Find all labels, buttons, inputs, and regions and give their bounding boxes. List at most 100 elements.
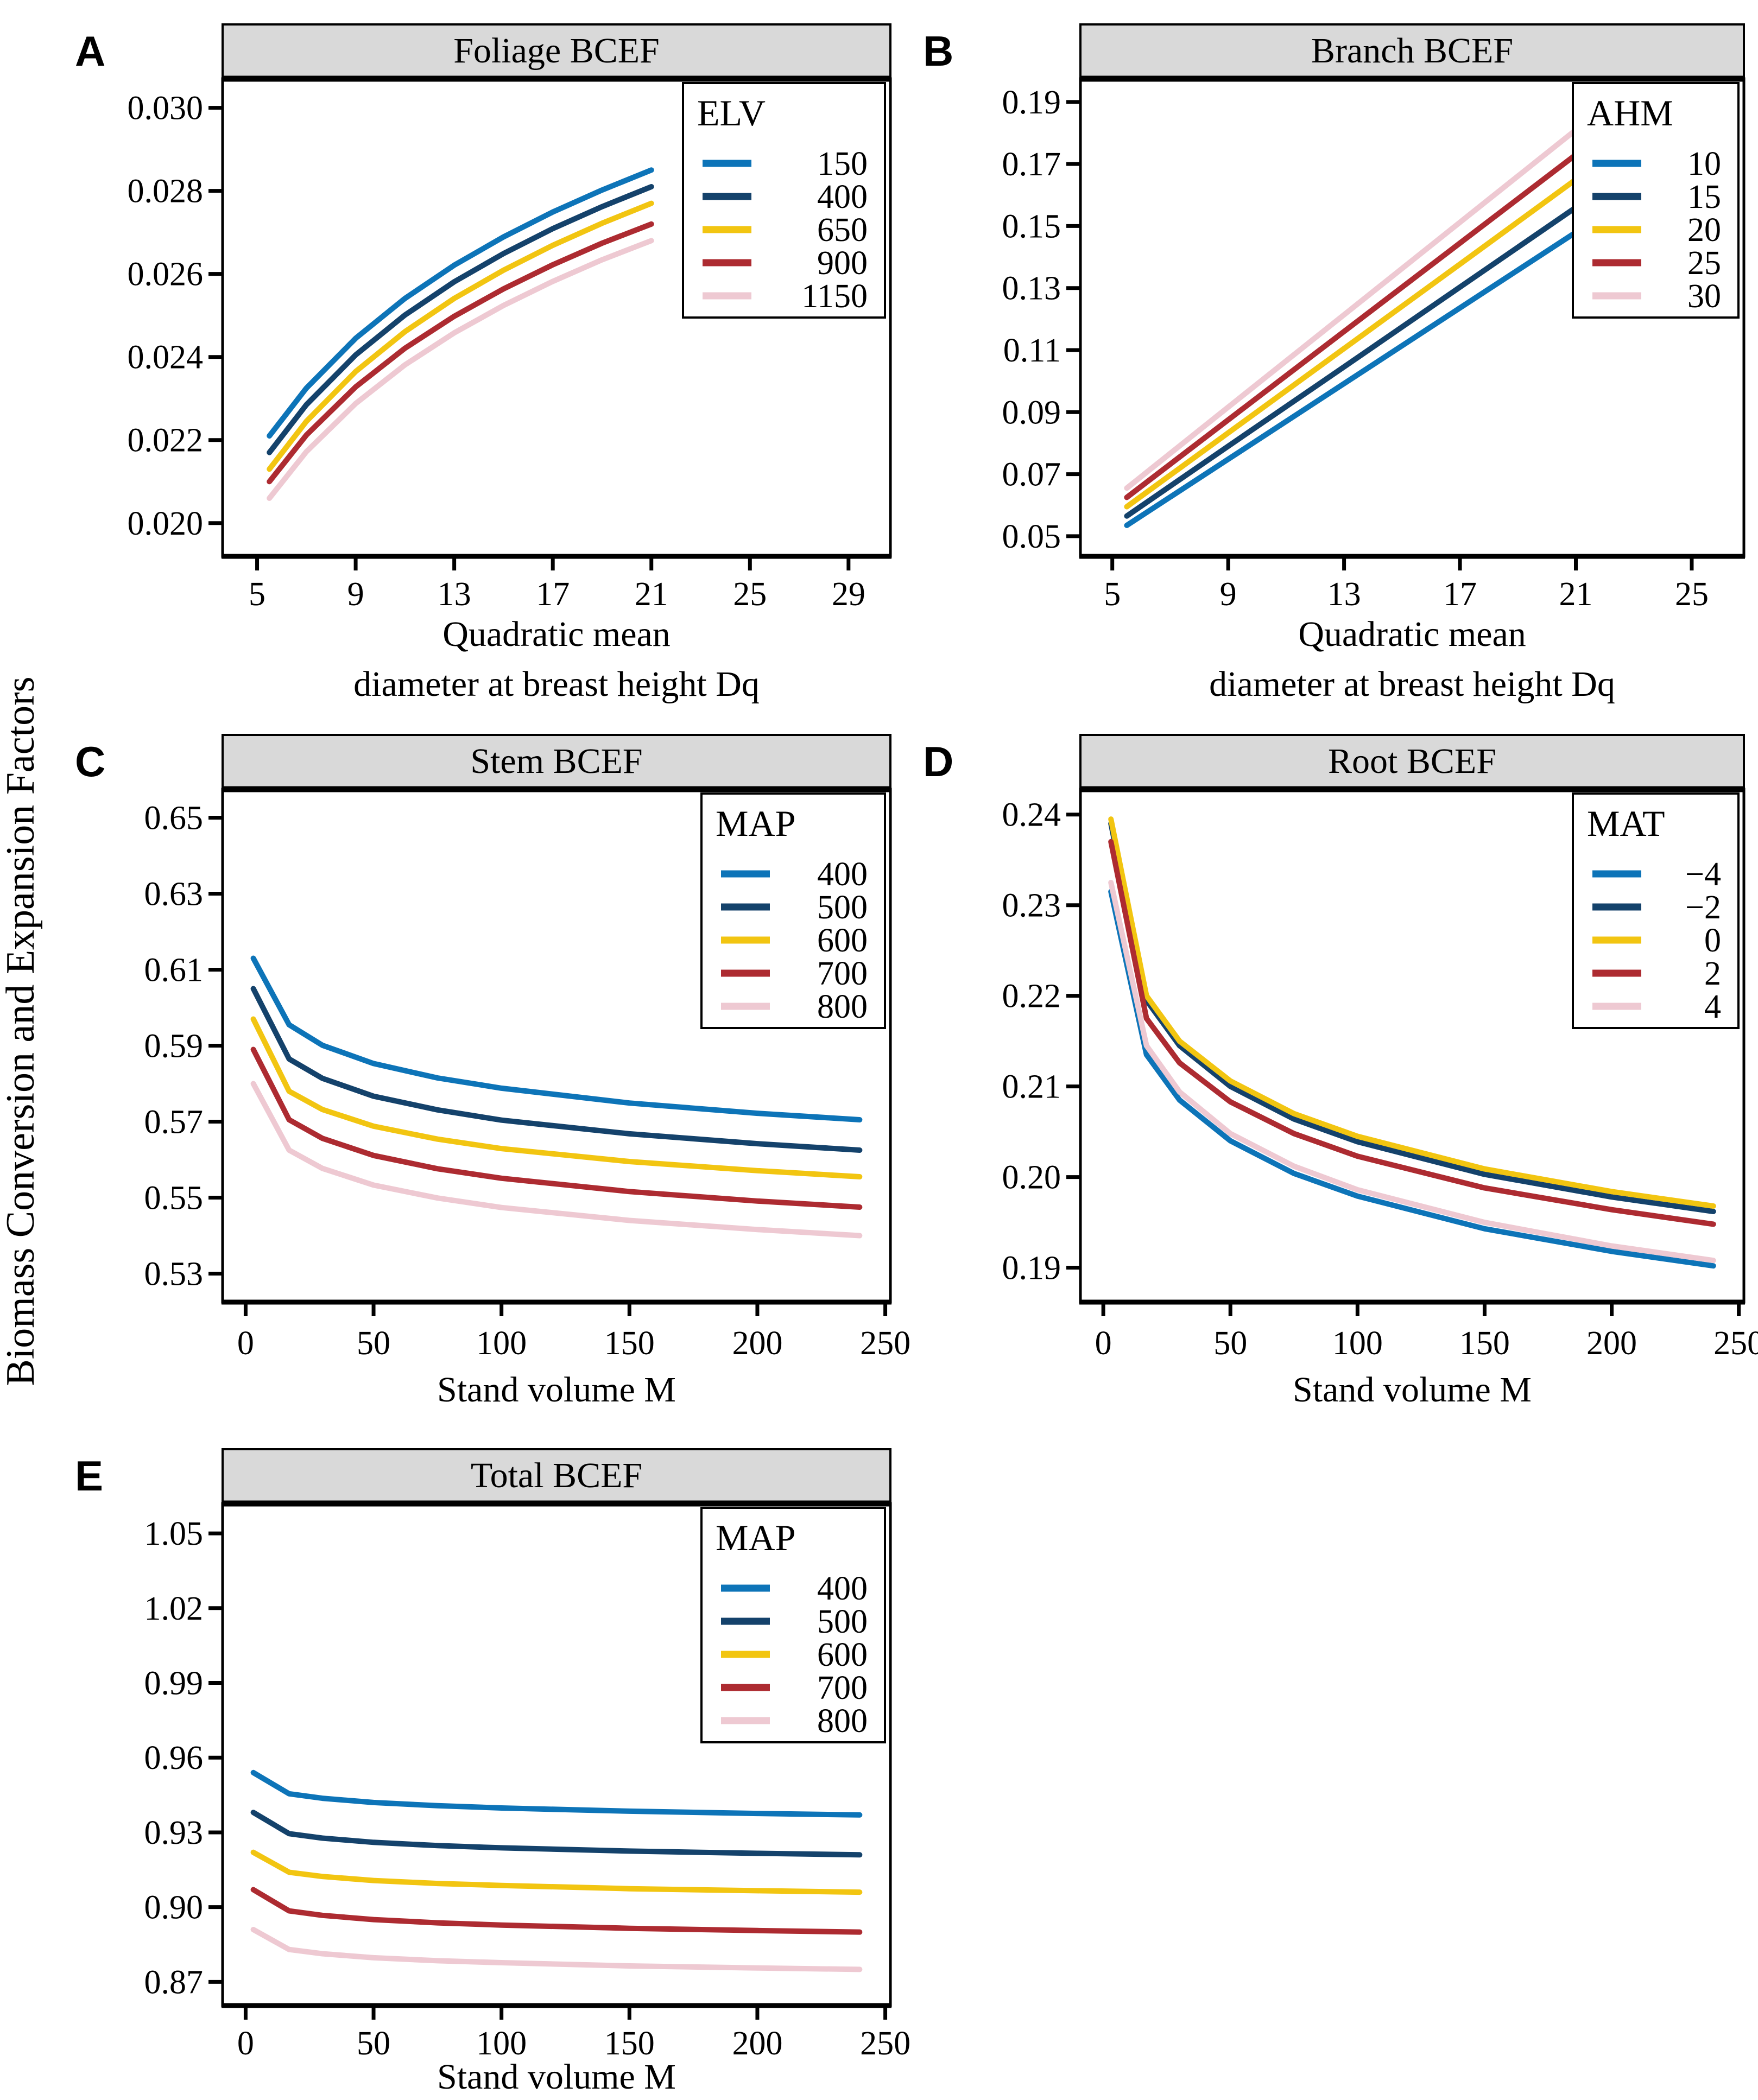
y-tick-label: 0.20: [1002, 1159, 1061, 1196]
y-tick-label: 0.55: [144, 1180, 204, 1217]
y-tick-label: 0.65: [144, 800, 204, 837]
y-tick-label: 0.09: [1002, 394, 1061, 431]
legend-item-label: 30: [1687, 278, 1721, 315]
x-axis-label-line1: Quadratic mean: [1298, 614, 1526, 654]
series-line-E-600: [250, 1849, 863, 1895]
x-tick-label: 100: [476, 1325, 527, 1362]
y-tick-label: 0.026: [128, 256, 204, 293]
x-tick-label: 200: [732, 2025, 782, 2062]
x-axis-label-line1: Stand volume M: [437, 1370, 676, 1410]
x-tick-label: 150: [604, 1325, 655, 1362]
legend-item-label: −4: [1685, 856, 1721, 893]
y-tick-label: 0.93: [144, 1814, 204, 1851]
y-tick-label: 0.19: [1002, 1250, 1061, 1287]
legend-box: [700, 1507, 886, 1743]
legend-item-label: 2: [1704, 955, 1721, 992]
series-line-E-700: [250, 1887, 863, 1935]
x-tick-label: 5: [249, 576, 265, 613]
x-tick-label: 50: [357, 1325, 390, 1362]
y-tick-label: 0.59: [144, 1028, 204, 1065]
facet-strip: [222, 734, 891, 790]
facet-strip: [222, 1448, 891, 1505]
series-line-D-4: [1108, 880, 1716, 1264]
x-axis-label-line2: diameter at breast height Dq: [353, 664, 760, 704]
x-tick-label: 250: [1713, 1325, 1758, 1362]
y-tick-label: 0.96: [144, 1740, 204, 1777]
legend-item-label: 800: [817, 988, 868, 1025]
panel-letter: E: [75, 1452, 103, 1500]
series-line-A-900: [267, 221, 654, 485]
legend-item-label: 600: [817, 1636, 868, 1673]
y-tick-label: 0.13: [1002, 270, 1061, 307]
y-tick-label: 0.15: [1002, 208, 1061, 245]
x-tick-label: 17: [536, 576, 570, 613]
series-line-C-600: [250, 1016, 863, 1179]
x-tick-label: 13: [438, 576, 471, 613]
series-line-B-30: [1124, 127, 1579, 491]
facet-strip: [1079, 734, 1745, 790]
legend-title: MAT: [1587, 803, 1665, 844]
panel-B: Branch BCEF B 0.19 0.17 0.15 0.13 0.11 0.09 0.07…: [923, 23, 1746, 704]
panel-E: Total BCEF E 1.05 1.02 0.99 0.96 0.93 0.90 0.87 0…: [75, 1448, 910, 2097]
legend-item-label: 700: [817, 955, 868, 992]
series-line-D-0: [1108, 816, 1716, 1209]
legend-item-label: 1150: [801, 278, 868, 315]
legend-item-label: 600: [817, 922, 868, 959]
panel-letter: C: [75, 738, 105, 785]
legend-item-label: −2: [1685, 889, 1721, 926]
legend-item-label: 650: [817, 212, 868, 249]
x-tick-label: 9: [1220, 576, 1237, 613]
panel-title: Root BCEF: [1328, 741, 1496, 781]
legend-item-label: 500: [817, 1603, 868, 1640]
y-tick-label: 0.17: [1002, 146, 1061, 183]
y-tick-label: 0.024: [128, 339, 204, 376]
x-tick-label: 5: [1104, 576, 1121, 613]
y-tick-label: 1.05: [144, 1515, 204, 1552]
y-tick-label: 0.020: [128, 505, 204, 542]
series-line-B-15: [1124, 205, 1579, 519]
x-tick-label: 250: [860, 2025, 910, 2062]
legend-item-label: 4: [1704, 988, 1721, 1025]
x-tick-label: 200: [732, 1325, 782, 1362]
panel-letter: A: [75, 27, 105, 75]
legend-title: AHM: [1587, 92, 1673, 134]
y-tick-label: 0.63: [144, 876, 204, 913]
series-line-B-10: [1124, 229, 1579, 528]
y-tick-label: 0.022: [128, 422, 204, 459]
x-tick-label: 25: [1675, 576, 1709, 613]
y-tick-label: 0.23: [1002, 887, 1061, 924]
legend-box: [1572, 82, 1740, 319]
x-tick-label: 13: [1327, 576, 1361, 613]
y-tick-label: 0.53: [144, 1256, 204, 1293]
x-tick-label: 50: [357, 2025, 390, 2062]
x-tick-label: 25: [733, 576, 767, 613]
panel-D: Root BCEF D 0.24 0.23 0.22 0.21 0.20 0.19 0 50 100…: [923, 734, 1758, 1410]
legend-item-label: 500: [817, 889, 868, 926]
legend-item-label: 700: [817, 1670, 868, 1706]
series-line-A-1150: [267, 238, 654, 501]
x-tick-label: 150: [604, 2025, 655, 2062]
x-tick-label: 0: [237, 1325, 254, 1362]
series-line-E-500: [250, 1810, 863, 1858]
series-line-E-400: [250, 1769, 863, 1818]
series-line-E-800: [250, 1927, 863, 1972]
legend-title: ELV: [697, 92, 766, 134]
legend-box: [700, 792, 886, 1029]
legend-item-label: 800: [817, 1703, 868, 1740]
x-axis-label-line2: diameter at breast height Dq: [1209, 664, 1615, 704]
series-line-D-2: [1108, 839, 1716, 1227]
series-line-B-25: [1124, 152, 1579, 500]
panel-title: Total BCEF: [471, 1456, 642, 1495]
x-tick-label: 50: [1213, 1325, 1247, 1362]
x-tick-label: 29: [832, 576, 865, 613]
series-line-D-−4: [1108, 889, 1716, 1269]
y-tick-label: 0.21: [1002, 1069, 1061, 1106]
legend-item-label: 0: [1704, 922, 1721, 959]
shared-y-axis-label: Biomass Conversion and Expansion Factors: [0, 676, 43, 1386]
x-axis-label-line1: Stand volume M: [1293, 1370, 1532, 1410]
panel-letter: D: [923, 738, 953, 785]
legend-item-label: 900: [817, 245, 868, 282]
